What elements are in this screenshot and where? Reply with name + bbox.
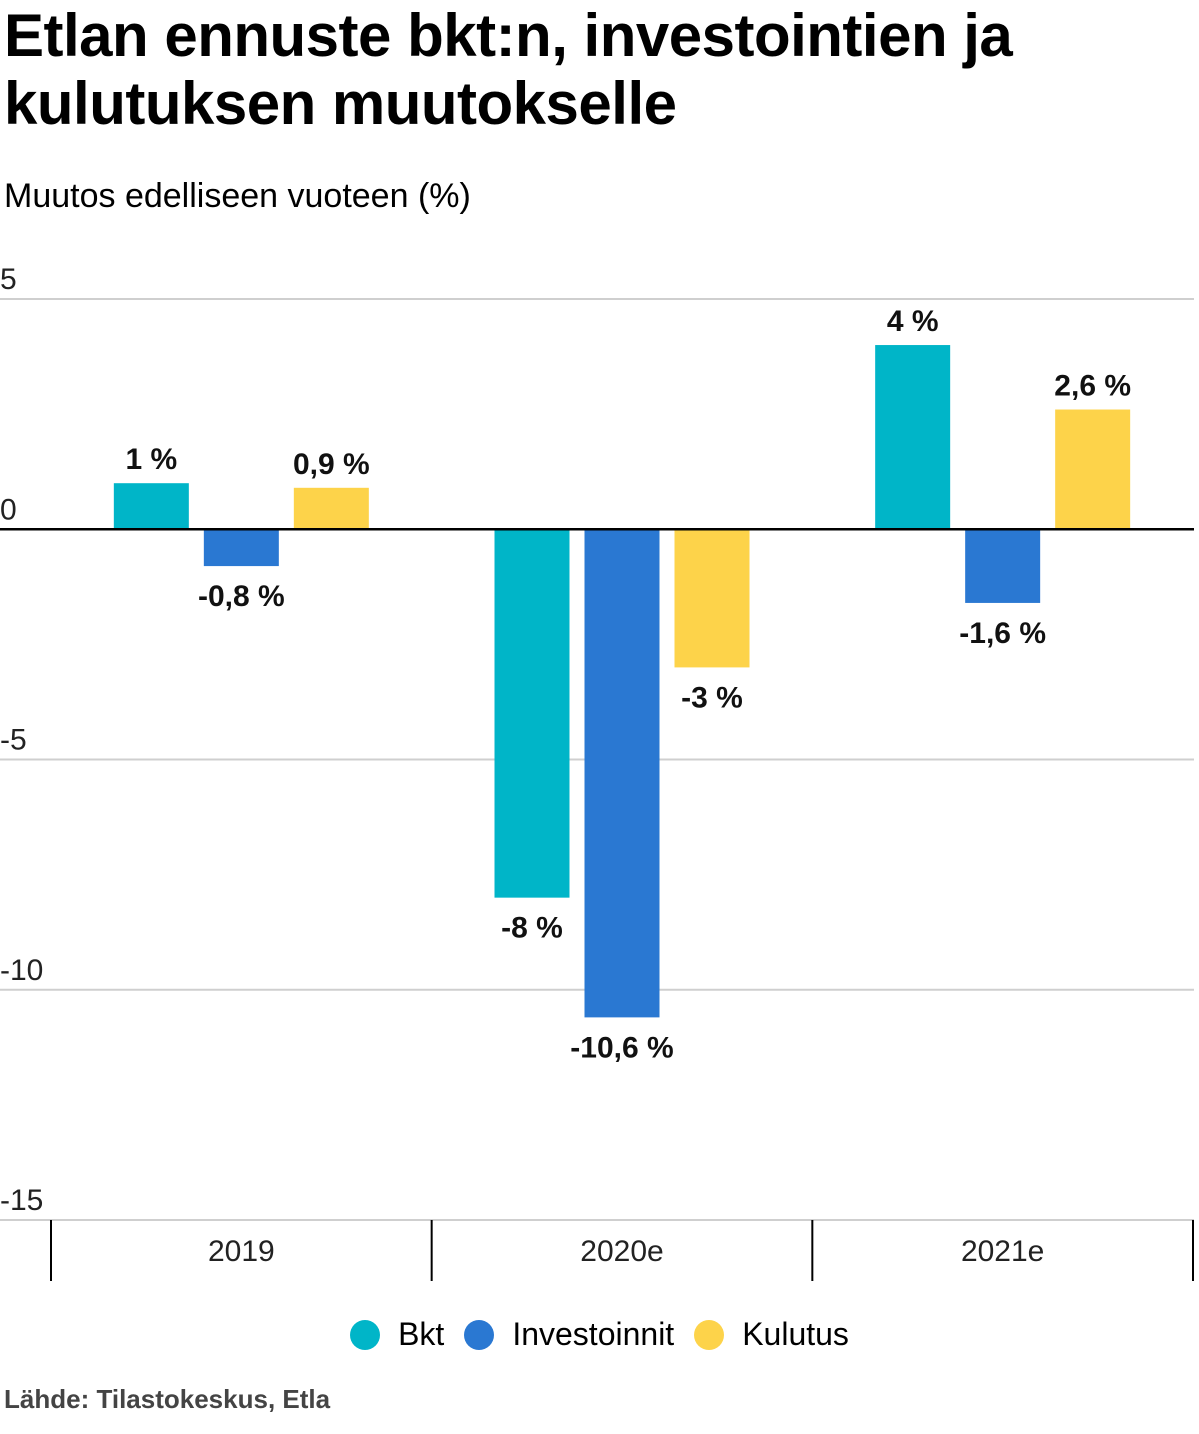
x-tick-label: 2019 [208,1235,275,1268]
legend-item-bkt: Bkt [350,1316,444,1353]
bar-investoinnit-2019 [203,529,279,567]
legend-label: Investoinnit [512,1316,675,1352]
legend-item-investoinnit: Investoinnit [464,1316,674,1353]
y-tick-label: -15 [0,1184,43,1217]
data-label: 0,9 % [293,448,370,481]
legend-item-kulutus: Kulutus [694,1316,849,1353]
legend-label: Kulutus [742,1316,849,1352]
bar-chart: 5 0 -5 -10 -15 1 % -0,8 % 0,9 % 2019 -8 % -10,6 % -… [0,263,1194,1281]
data-label: 2,6 % [1054,370,1131,403]
x-tick-label: 2020e [580,1235,663,1268]
data-label: -10,6 % [570,1031,673,1064]
y-tick-label: -10 [0,954,43,987]
bar-kulutus-2020e [674,529,750,668]
bar-bkt-2021e [875,345,951,530]
data-label: -1,6 % [959,617,1046,650]
bar-kulutus-2019 [293,487,369,530]
data-label: -0,8 % [198,580,285,613]
data-label: 1 % [125,443,177,476]
bar-bkt-2020e [494,529,570,898]
data-label: 4 % [887,305,939,338]
y-tick-label: 5 [0,263,17,296]
legend: Bkt Investoinnit Kulutus [0,1316,1199,1353]
chart-subtitle: Muutos edelliseen vuoteen (%) [4,177,471,215]
x-tick-label: 2021e [961,1235,1044,1268]
y-tick-label: -5 [0,724,27,757]
bar-investoinnit-2021e [965,529,1041,603]
bar-bkt-2019 [113,483,189,530]
legend-label: Bkt [398,1316,445,1352]
data-label: -3 % [681,681,743,714]
source-note: Lähde: Tilastokeskus, Etla [4,1384,331,1414]
data-label: -8 % [501,912,563,945]
bar-kulutus-2021e [1055,409,1131,530]
chart-title: Etlan ennuste bkt:n, investointien ja ku… [4,2,1013,137]
legend-dot-icon [694,1319,725,1350]
y-tick-label: 0 [0,493,17,526]
legend-dot-icon [350,1319,381,1350]
bar-investoinnit-2020e [584,529,660,1018]
legend-dot-icon [464,1319,495,1350]
